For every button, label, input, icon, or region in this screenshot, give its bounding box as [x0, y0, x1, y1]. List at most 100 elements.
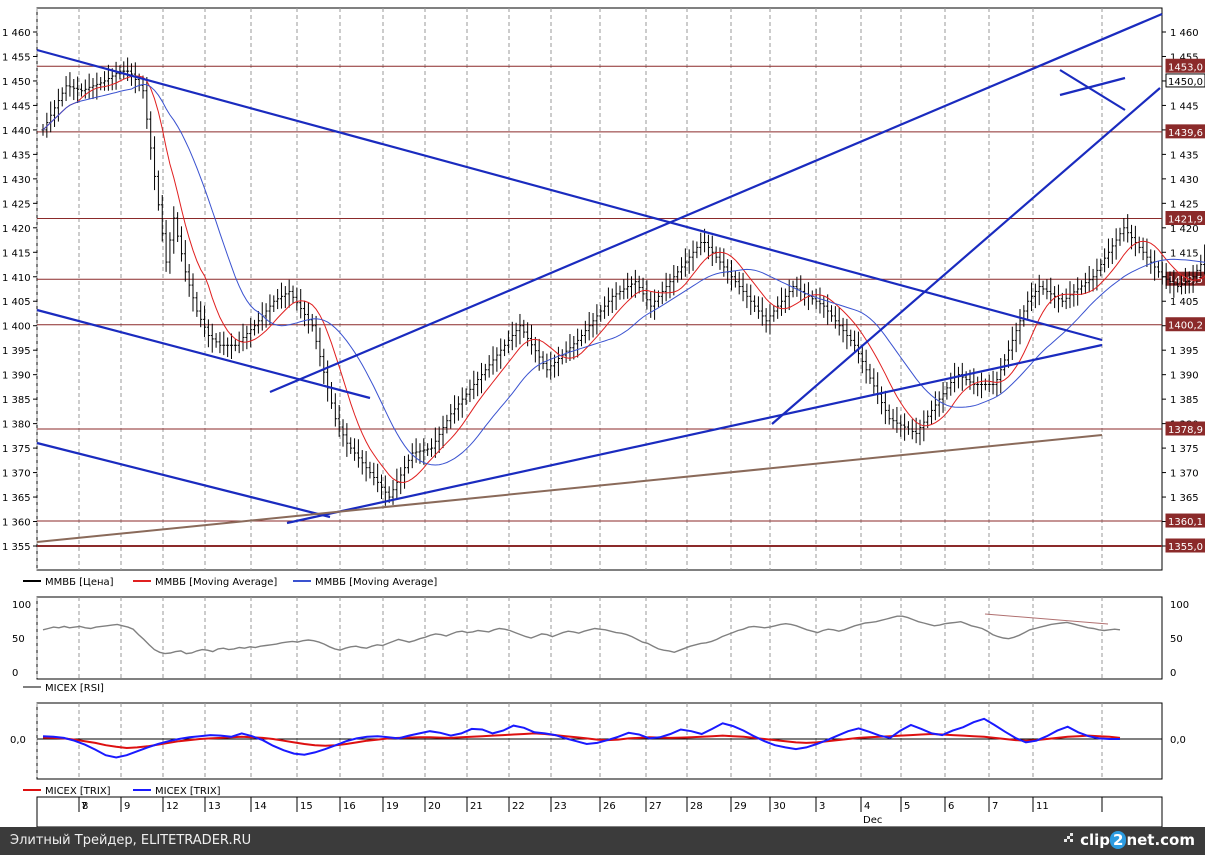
y-tick-label-right: 1 395 — [1170, 346, 1199, 357]
x-tick-label: 3 — [819, 801, 825, 812]
y-tick-label-left: 1 445 — [2, 101, 31, 112]
y-tick-label-left: 1 385 — [2, 395, 31, 406]
trend-line — [269, 12, 1163, 394]
logo-text-c: net.com — [1126, 831, 1195, 849]
logo-text-b: 2 — [1110, 831, 1127, 849]
y-tick-label-left: 1 375 — [2, 444, 31, 455]
x-tick-label: 20 — [428, 801, 441, 812]
y-tick-label-right: 1 365 — [1170, 493, 1199, 504]
rsi-panel-frame — [36, 596, 1163, 680]
y-tick-label-left: 1 365 — [2, 493, 31, 504]
trix-y-label-left: 0,0 — [10, 735, 26, 746]
x-tick-label: 4 — [864, 801, 870, 812]
y-tick-label-left: 1 460 — [2, 28, 31, 39]
trend-line — [36, 441, 331, 519]
x-tick-label: 21 — [470, 801, 483, 812]
price-label: 1450,0 — [1168, 77, 1203, 88]
trend-line — [36, 308, 371, 400]
price-label-box — [1165, 58, 1205, 73]
y-tick-label-right: 1 390 — [1170, 371, 1199, 382]
y-tick-label-left: 1 455 — [2, 52, 31, 63]
y-tick-label-right: 1 445 — [1170, 101, 1199, 112]
y-tick-label-right: 1 425 — [1170, 199, 1199, 210]
y-tick-label-left: 1 450 — [2, 77, 31, 88]
trix-y-label: 0,0 — [1170, 735, 1186, 746]
moving-average-slow — [42, 83, 1205, 466]
rsi-y-label: 100 — [1170, 600, 1189, 611]
x-tick-label: 26 — [603, 801, 616, 812]
trend-line — [771, 87, 1161, 425]
x-tick-label: 27 — [649, 801, 662, 812]
legend-label: MICEX [TRIX] — [45, 786, 111, 797]
y-tick-label-left: 1 360 — [2, 518, 31, 529]
y-tick-label-right: 1 415 — [1170, 248, 1199, 259]
legend-label: ММВБ [Цена] — [45, 577, 114, 588]
y-tick-label-right: 1 405 — [1170, 297, 1199, 308]
price-label-box — [1165, 538, 1205, 553]
x-tick-label: 12 — [166, 801, 179, 812]
y-tick-label-right: 1 460 — [1170, 28, 1199, 39]
moving-average-fast — [42, 75, 1205, 483]
legend-label: MICEX [TRIX] — [155, 786, 221, 797]
y-tick-label-left: 1 405 — [2, 297, 31, 308]
trend-line — [1059, 69, 1126, 111]
price-label-box — [1165, 124, 1205, 139]
y-tick-label-left: 1 420 — [2, 224, 31, 235]
footer-text: Элитный Трейдер, ELITETRADER.RU — [10, 833, 252, 848]
rsi-trend-line — [984, 613, 1109, 625]
price-label-box — [1165, 211, 1205, 226]
rsi-y-label-left: 100 — [12, 600, 31, 611]
y-tick-label-left: 1 435 — [2, 150, 31, 161]
price-label-box — [1165, 317, 1205, 332]
x-tick-label: 28 — [690, 801, 703, 812]
y-tick-label-left: 1 410 — [2, 273, 31, 284]
price-label: 1400,2 — [1168, 321, 1203, 332]
x-tick-label: 22 — [512, 801, 525, 812]
y-tick-label-left: 1 400 — [2, 322, 31, 333]
clip2net-logo[interactable]: clip 2 net.com — [1062, 831, 1195, 849]
y-tick-label-right: 1 420 — [1170, 224, 1199, 235]
x-tick-label: 15 — [300, 801, 313, 812]
y-tick-label-right: 1 435 — [1170, 150, 1199, 161]
x-tick-label: 19 — [386, 801, 399, 812]
rsi-y-label-left: 50 — [12, 634, 25, 645]
y-tick-label-left: 1 390 — [2, 371, 31, 382]
x-month-label: Dec — [863, 815, 882, 826]
y-tick-label-left: 1 380 — [2, 420, 31, 431]
y-tick-label-right: 1 430 — [1170, 175, 1199, 186]
x-tick-label: 7 — [81, 801, 87, 812]
x-tick-label: 11 — [1036, 801, 1049, 812]
price-label: 1378,9 — [1168, 425, 1203, 436]
price-label: 1355,0 — [1168, 542, 1203, 553]
rsi-y-label: 0 — [1170, 668, 1176, 679]
rsi-line — [42, 615, 1121, 655]
y-tick-label-right: 1 385 — [1170, 395, 1199, 406]
price-label-box — [1165, 73, 1205, 88]
x-tick-label: 29 — [734, 801, 747, 812]
x-tick-label: 8 — [82, 801, 88, 812]
y-tick-label-left: 1 425 — [2, 199, 31, 210]
price-series — [41, 57, 1205, 506]
y-tick-label-right: 1 370 — [1170, 469, 1199, 480]
x-tick-label: 30 — [773, 801, 786, 812]
y-tick-label-left: 1 430 — [2, 175, 31, 186]
x-tick-label: 9 — [124, 801, 130, 812]
x-tick-label: 13 — [208, 801, 221, 812]
price-label-box — [1165, 421, 1205, 436]
rsi-y-label: 50 — [1170, 634, 1183, 645]
logo-text-a: clip — [1080, 831, 1110, 849]
trend-line — [1059, 76, 1126, 97]
x-tick-label: 6 — [948, 801, 954, 812]
y-tick-label-left: 1 440 — [2, 126, 31, 137]
trend-line — [286, 343, 1103, 525]
support-trend-line — [36, 434, 1103, 543]
price-label: 1421,9 — [1168, 215, 1203, 226]
x-tick-label: 7 — [992, 801, 998, 812]
x-tick-label: 5 — [904, 801, 910, 812]
price-label: 1439,6 — [1168, 128, 1203, 139]
y-tick-label-left: 1 415 — [2, 248, 31, 259]
price-label-box — [1165, 513, 1205, 528]
paperclip-icon — [1064, 833, 1074, 842]
legend-label: ММВБ [Moving Average] — [155, 577, 277, 588]
